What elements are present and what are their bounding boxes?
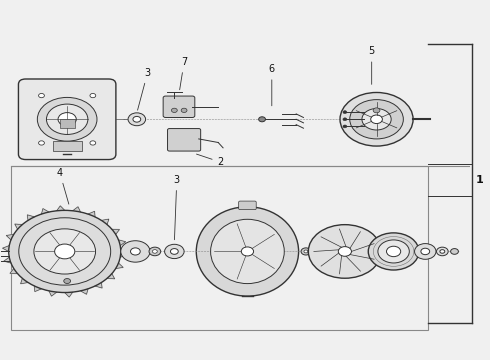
Circle shape [128, 113, 146, 126]
Circle shape [343, 111, 347, 113]
Polygon shape [21, 278, 28, 284]
Circle shape [308, 225, 381, 278]
Circle shape [133, 116, 141, 122]
Circle shape [19, 218, 111, 285]
Circle shape [64, 279, 71, 284]
Ellipse shape [196, 207, 298, 296]
Polygon shape [101, 219, 109, 225]
Circle shape [362, 109, 391, 130]
Circle shape [90, 94, 96, 98]
Circle shape [421, 248, 430, 255]
Circle shape [90, 141, 96, 145]
Polygon shape [10, 269, 18, 274]
Circle shape [371, 115, 382, 123]
Polygon shape [6, 234, 14, 240]
Circle shape [39, 94, 45, 98]
Circle shape [301, 248, 311, 255]
Polygon shape [2, 246, 9, 251]
Circle shape [343, 125, 347, 128]
Polygon shape [80, 289, 88, 294]
Polygon shape [49, 291, 57, 296]
Text: 5: 5 [368, 46, 375, 84]
Circle shape [39, 141, 45, 145]
Circle shape [304, 250, 308, 253]
FancyBboxPatch shape [163, 96, 195, 117]
Text: 1: 1 [475, 175, 483, 185]
Circle shape [58, 113, 76, 126]
Circle shape [373, 108, 380, 113]
Circle shape [387, 246, 401, 257]
Circle shape [340, 93, 413, 146]
Polygon shape [116, 263, 123, 269]
Polygon shape [73, 207, 80, 212]
Text: 4: 4 [57, 168, 69, 204]
Circle shape [338, 247, 351, 256]
Circle shape [440, 249, 445, 253]
Circle shape [181, 108, 187, 112]
Circle shape [378, 240, 409, 263]
Circle shape [350, 100, 403, 139]
Circle shape [172, 108, 177, 112]
Bar [60, 119, 74, 128]
Circle shape [165, 244, 184, 258]
Bar [52, 140, 82, 151]
Polygon shape [34, 286, 42, 292]
Circle shape [37, 98, 97, 141]
Polygon shape [15, 224, 23, 229]
Polygon shape [57, 206, 65, 211]
Circle shape [451, 249, 459, 254]
Polygon shape [95, 283, 102, 288]
Polygon shape [88, 211, 95, 217]
Text: 3: 3 [138, 68, 150, 110]
Circle shape [130, 248, 140, 255]
Circle shape [121, 241, 150, 262]
FancyBboxPatch shape [168, 129, 201, 151]
Circle shape [47, 104, 88, 134]
Bar [11, 166, 428, 330]
Circle shape [241, 247, 254, 256]
Polygon shape [120, 251, 127, 257]
FancyBboxPatch shape [239, 201, 256, 210]
Circle shape [343, 118, 347, 121]
Polygon shape [65, 292, 73, 297]
Polygon shape [42, 208, 49, 214]
Text: 7: 7 [180, 57, 187, 90]
Polygon shape [112, 229, 120, 234]
Polygon shape [4, 257, 11, 263]
Text: 6: 6 [269, 64, 275, 106]
Circle shape [149, 247, 161, 256]
Circle shape [34, 229, 96, 274]
Text: 3: 3 [174, 175, 180, 240]
Circle shape [368, 233, 419, 270]
Ellipse shape [211, 219, 284, 284]
FancyBboxPatch shape [19, 79, 116, 159]
Circle shape [259, 117, 266, 122]
Circle shape [9, 210, 121, 293]
Circle shape [171, 249, 178, 254]
Text: 2: 2 [196, 154, 224, 167]
Polygon shape [27, 215, 34, 220]
Circle shape [415, 244, 436, 259]
Circle shape [55, 244, 75, 259]
Polygon shape [107, 274, 115, 279]
Circle shape [437, 247, 448, 256]
Circle shape [152, 249, 157, 253]
Polygon shape [119, 240, 125, 246]
